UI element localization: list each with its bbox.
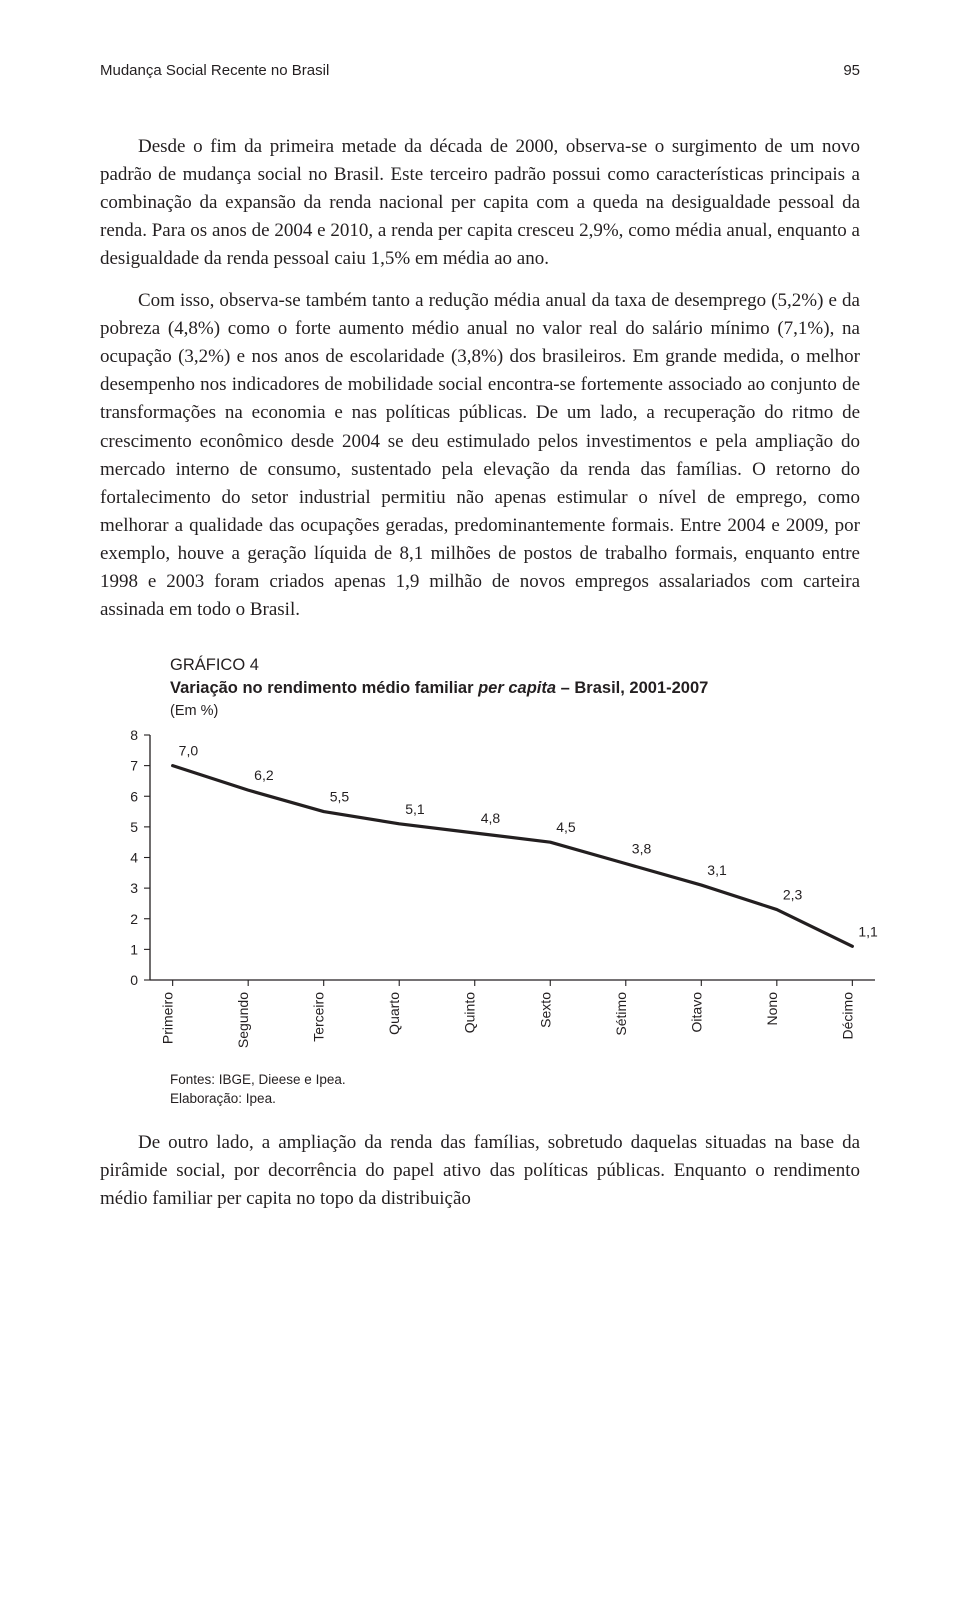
svg-text:2: 2 [130,911,138,927]
figure-title: Variação no rendimento médio familiar pe… [170,679,708,697]
svg-text:7: 7 [130,757,138,773]
svg-text:Décimo: Décimo [839,992,855,1040]
figure-source-line-1: Fontes: IBGE, Dieese e Ipea. [170,1071,860,1090]
svg-text:5,1: 5,1 [405,801,425,817]
svg-text:4: 4 [130,849,138,865]
svg-text:0: 0 [130,972,138,988]
paragraph-3: De outro lado, a ampliação da renda das … [100,1129,860,1213]
figure-unit: (Em %) [170,701,860,721]
svg-text:Oitavo: Oitavo [688,992,704,1033]
svg-text:3,8: 3,8 [632,840,652,856]
running-header: Mudança Social Recente no Brasil 95 [100,60,860,83]
figure-number: GRÁFICO 4 [170,654,860,677]
svg-text:Terceiro: Terceiro [311,992,327,1042]
paragraph-2: Com isso, observa-se também tanto a redu… [100,287,860,624]
svg-text:1,1: 1,1 [858,923,878,939]
svg-text:2,3: 2,3 [783,886,803,902]
figure-caption: GRÁFICO 4 Variação no rendimento médio f… [170,654,860,720]
chart: 0 1 2 3 4 5 6 7 8 Primeiro Segundo Terceiro Quarto Qu… [100,725,860,1063]
svg-text:Quinto: Quinto [462,992,478,1033]
svg-text:Primeiro: Primeiro [160,992,176,1044]
svg-text:1: 1 [130,941,138,957]
svg-text:4,8: 4,8 [481,810,501,826]
svg-text:6: 6 [130,788,138,804]
figure-source: Fontes: IBGE, Dieese e Ipea. Elaboração:… [170,1071,860,1109]
running-title: Mudança Social Recente no Brasil [100,60,329,83]
svg-text:5,5: 5,5 [330,788,350,804]
svg-text:7,0: 7,0 [179,742,199,758]
svg-text:5: 5 [130,819,138,835]
page-number: 95 [843,60,860,83]
paragraph-1: Desde o fim da primeira metade da década… [100,133,860,274]
svg-text:3,1: 3,1 [707,862,727,878]
figure-source-line-2: Elaboração: Ipea. [170,1090,860,1109]
svg-text:4,5: 4,5 [556,819,576,835]
svg-text:Sexto: Sexto [537,992,553,1028]
figure-block: GRÁFICO 4 Variação no rendimento médio f… [170,654,860,1108]
svg-text:Quarto: Quarto [386,992,402,1035]
svg-text:3: 3 [130,880,138,896]
svg-text:6,2: 6,2 [254,767,274,783]
line-chart-svg: 0 1 2 3 4 5 6 7 8 Primeiro Segundo Terceiro Quarto Qu… [100,725,890,1055]
svg-text:Sétimo: Sétimo [613,992,629,1036]
body-text: Desde o fim da primeira metade da década… [100,133,860,625]
svg-text:8: 8 [130,727,138,743]
svg-text:Nono: Nono [764,992,780,1026]
body-text-after: De outro lado, a ampliação da renda das … [100,1129,860,1213]
svg-text:Segundo: Segundo [235,992,251,1048]
